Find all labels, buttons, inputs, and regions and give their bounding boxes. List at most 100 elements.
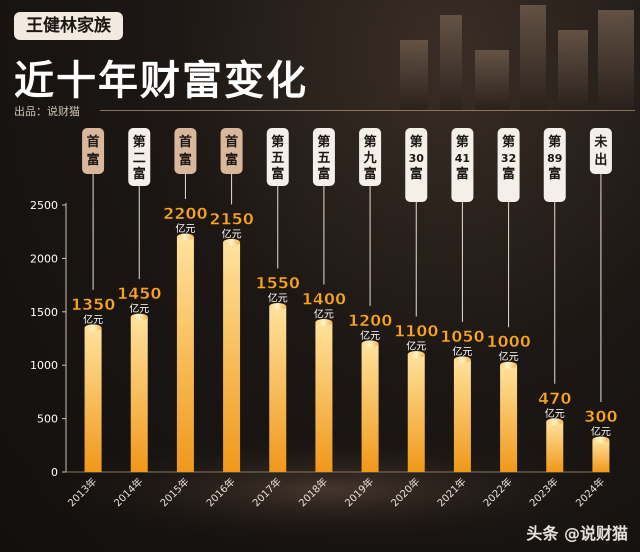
bar bbox=[130, 317, 148, 472]
rank-label: 富 bbox=[225, 152, 238, 168]
bar-cap bbox=[315, 318, 333, 326]
rank-label: 32 bbox=[501, 152, 516, 165]
rank-label: 二 bbox=[133, 151, 146, 166]
bar-cap bbox=[223, 238, 241, 246]
rank-label: 富 bbox=[410, 166, 423, 182]
bar-cap bbox=[546, 418, 564, 426]
source-credit: 出品：说财猫 bbox=[14, 105, 80, 118]
unit-label: 亿元 bbox=[360, 329, 380, 342]
bar-cap bbox=[130, 313, 148, 321]
unit-label: 亿元 bbox=[452, 345, 472, 358]
rank-label: 第 bbox=[410, 134, 423, 150]
unit-label: 亿元 bbox=[591, 425, 611, 438]
rank-box bbox=[497, 128, 520, 202]
y-tick-label: 500 bbox=[37, 413, 58, 426]
rank-box bbox=[589, 128, 612, 174]
unit-label: 亿元 bbox=[406, 340, 426, 353]
rank-label: 30 bbox=[409, 152, 425, 165]
unit-label: 亿元 bbox=[499, 350, 519, 363]
rank-box bbox=[82, 128, 105, 174]
rank-label: 89 bbox=[547, 152, 562, 165]
unit-label: 亿元 bbox=[222, 227, 242, 240]
rank-label: 富 bbox=[364, 166, 377, 182]
bar bbox=[176, 237, 194, 472]
rank-box bbox=[128, 128, 151, 186]
y-tick-label: 1500 bbox=[30, 306, 58, 319]
bar bbox=[84, 327, 102, 472]
bar-cap bbox=[361, 340, 379, 348]
unit-label: 亿元 bbox=[129, 302, 149, 315]
value-label: 1400 bbox=[302, 289, 347, 308]
bar-cap bbox=[407, 351, 425, 359]
bar-cap bbox=[592, 436, 610, 444]
rank-label: 首 bbox=[87, 134, 100, 150]
bar bbox=[315, 322, 333, 472]
rank-label: 富 bbox=[179, 152, 192, 168]
rank-label: 出 bbox=[594, 152, 607, 168]
unit-label: 亿元 bbox=[314, 307, 334, 320]
rank-label: 富 bbox=[87, 152, 100, 168]
rank-label: 富 bbox=[133, 166, 146, 182]
page-title: 近十年财富变化 bbox=[14, 58, 308, 104]
rank-label: 第 bbox=[317, 134, 330, 150]
divider bbox=[100, 110, 635, 111]
bar-cap bbox=[84, 324, 102, 332]
bar-cap bbox=[176, 233, 194, 241]
rank-label: 41 bbox=[455, 152, 470, 165]
bar bbox=[269, 306, 287, 472]
rank-box bbox=[451, 128, 474, 202]
bar-cap bbox=[269, 302, 287, 310]
watermark: 头条 @说财猫 bbox=[526, 524, 628, 543]
bar bbox=[407, 354, 425, 472]
rank-label: 首 bbox=[225, 134, 238, 150]
unit-label: 亿元 bbox=[268, 291, 288, 304]
y-tick-label: 2000 bbox=[30, 252, 58, 265]
rank-box bbox=[312, 128, 335, 186]
rank-label: 第 bbox=[133, 134, 146, 150]
rank-box bbox=[359, 128, 382, 186]
unit-label: 亿元 bbox=[175, 222, 195, 235]
rank-label: 富 bbox=[548, 166, 561, 182]
rank-label: 第 bbox=[364, 134, 377, 150]
value-label: 1450 bbox=[117, 284, 162, 303]
bar bbox=[453, 359, 471, 472]
rank-label: 富 bbox=[502, 166, 515, 182]
y-tick-label: 2500 bbox=[30, 199, 58, 212]
unit-label: 亿元 bbox=[545, 407, 565, 420]
value-label: 2200 bbox=[163, 204, 208, 223]
rank-label: 第 bbox=[548, 134, 561, 150]
rank-box bbox=[543, 128, 566, 202]
rank-label: 富 bbox=[456, 166, 469, 182]
rank-box bbox=[266, 128, 289, 186]
y-tick-label: 1000 bbox=[30, 359, 58, 372]
bar-cap bbox=[453, 356, 471, 364]
value-label: 1050 bbox=[440, 327, 485, 346]
rank-box bbox=[220, 128, 243, 174]
bar bbox=[546, 421, 564, 472]
bar bbox=[361, 343, 379, 472]
rank-label: 五 bbox=[271, 151, 284, 166]
rank-label: 富 bbox=[317, 166, 330, 182]
rank-label: 五 bbox=[317, 151, 330, 166]
rank-label: 富 bbox=[271, 166, 284, 182]
bar bbox=[223, 242, 241, 472]
value-label: 1200 bbox=[348, 311, 393, 330]
value-label: 1350 bbox=[71, 295, 116, 314]
value-label: 1100 bbox=[394, 322, 439, 341]
value-label: 1000 bbox=[486, 332, 531, 351]
bar bbox=[592, 439, 610, 472]
y-tick-label: 0 bbox=[51, 466, 58, 479]
rank-label: 未 bbox=[593, 134, 608, 150]
rank-box bbox=[405, 128, 428, 202]
value-label: 2150 bbox=[209, 209, 254, 228]
skyline-decoration bbox=[380, 0, 640, 110]
family-tag: 王健林家族 bbox=[14, 12, 123, 40]
rank-box bbox=[174, 128, 197, 174]
value-label: 300 bbox=[584, 407, 617, 426]
rank-label: 第 bbox=[271, 134, 284, 150]
value-label: 470 bbox=[538, 389, 571, 408]
rank-label: 九 bbox=[363, 151, 377, 166]
rank-label: 首 bbox=[179, 134, 192, 150]
bar bbox=[500, 365, 518, 472]
